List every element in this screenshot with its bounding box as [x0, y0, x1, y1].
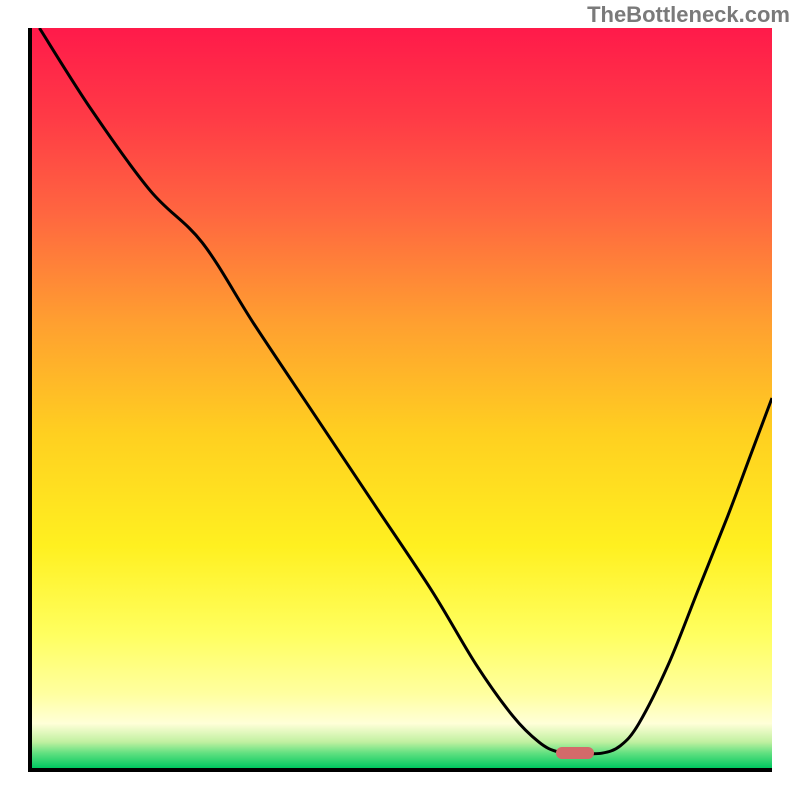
optimal-marker	[556, 747, 594, 759]
watermark-text: TheBottleneck.com	[587, 2, 790, 28]
bottleneck-chart	[28, 28, 772, 772]
bottleneck-curve	[32, 28, 772, 768]
